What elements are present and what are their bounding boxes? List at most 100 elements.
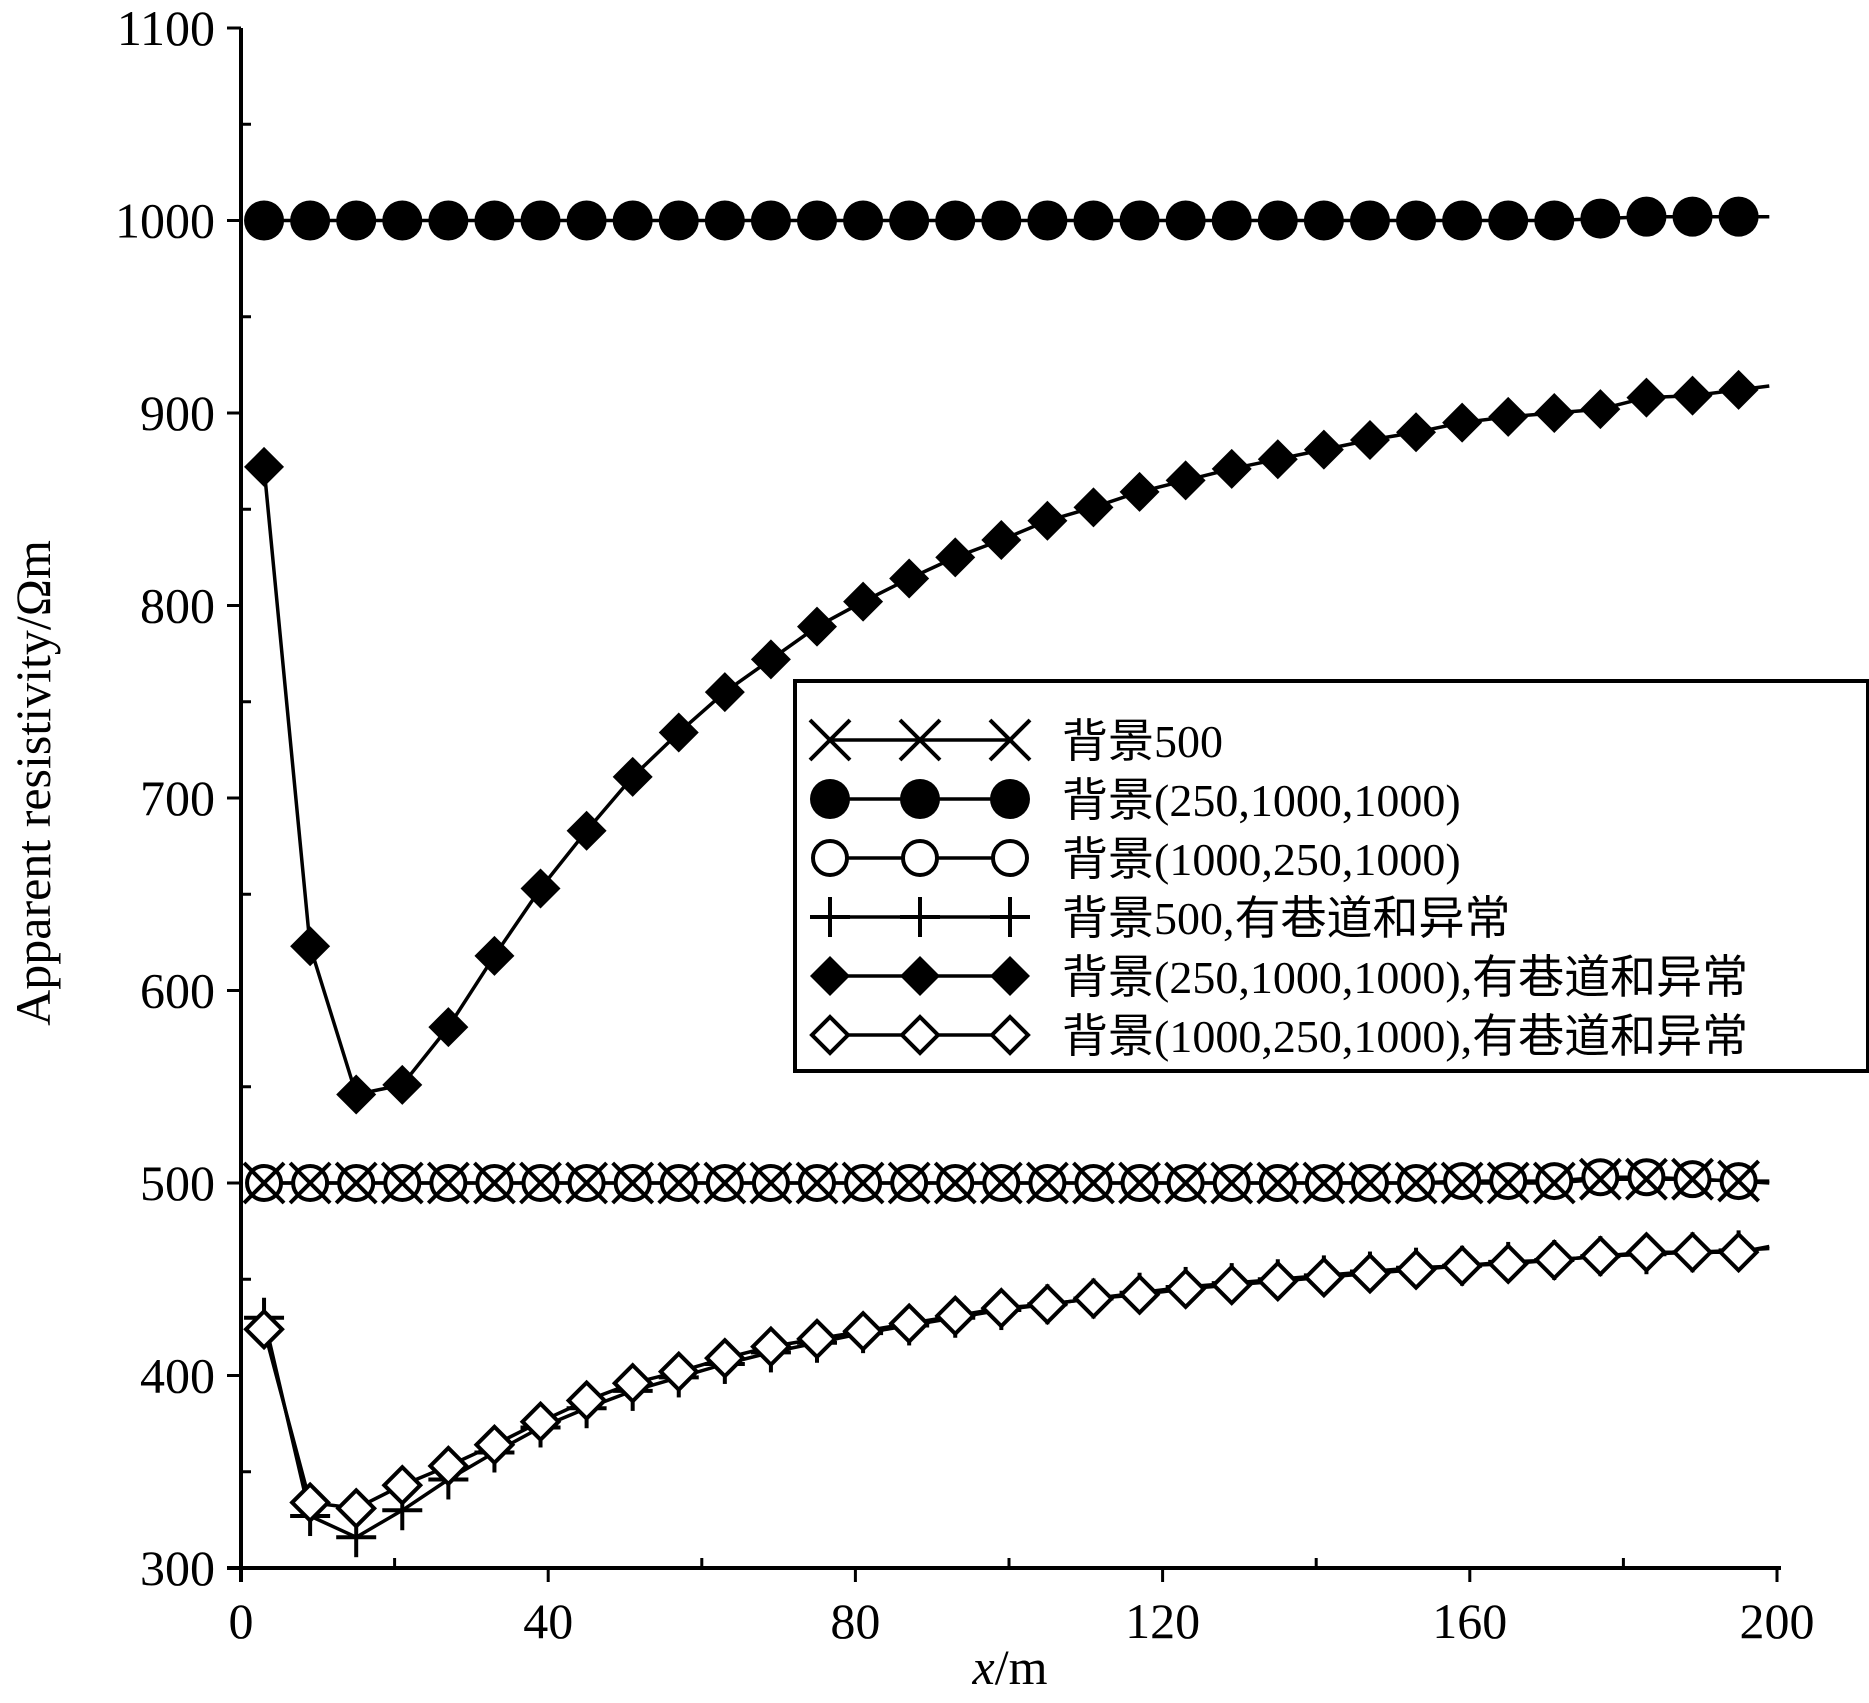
data-point-marker	[1026, 1283, 1069, 1326]
legend-marker	[900, 956, 940, 996]
data-point-marker	[566, 200, 607, 241]
data-point-marker	[428, 1007, 469, 1048]
legend-marker	[810, 897, 850, 937]
data-point-marker	[1625, 1157, 1668, 1201]
data-point-marker	[1717, 1231, 1760, 1274]
legend-marker	[989, 1014, 1031, 1056]
data-point-marker	[841, 1161, 885, 1205]
legend-marker	[899, 1014, 941, 1056]
data-point-marker	[519, 1161, 562, 1205]
data-point-marker	[1579, 1235, 1622, 1277]
data-point-marker	[1671, 1231, 1714, 1274]
data-point-marker	[795, 1161, 839, 1205]
data-point-marker	[244, 446, 285, 487]
y-tick-label: 300	[140, 1540, 215, 1596]
data-point-marker	[334, 1161, 378, 1205]
data-point-marker	[1534, 200, 1575, 241]
data-point-marker	[612, 756, 653, 797]
series-markers	[244, 1230, 1759, 1558]
data-point-marker	[1072, 1161, 1115, 1205]
data-point-marker	[933, 1161, 977, 1205]
x-axis-label: x/m	[972, 1639, 1048, 1695]
data-point-marker	[243, 1308, 285, 1351]
data-point-marker	[1073, 200, 1114, 241]
data-point-marker	[797, 200, 837, 241]
legend-label: 背景(1000,250,1000)	[1062, 834, 1461, 885]
data-point-marker	[611, 1362, 654, 1405]
legend-label: 背景500,有巷道和异常	[1062, 893, 1511, 944]
data-point-marker	[658, 712, 699, 753]
data-point-marker	[1303, 200, 1344, 241]
data-point-marker	[612, 200, 653, 241]
data-point-marker	[1395, 1248, 1437, 1291]
data-point-marker	[1532, 1161, 1576, 1205]
data-point-marker	[1672, 196, 1713, 237]
y-tick-label: 1100	[117, 0, 215, 56]
data-point-marker	[1625, 1231, 1668, 1274]
data-point-marker	[1488, 200, 1529, 241]
series-markers	[244, 369, 1759, 1115]
legend-box	[793, 679, 1869, 1073]
legend-marker	[991, 839, 1029, 877]
data-point-marker	[382, 200, 423, 241]
data-point-marker	[889, 558, 930, 599]
series-line	[262, 384, 1770, 1097]
data-point-marker	[242, 1161, 286, 1205]
data-point-marker	[657, 1350, 700, 1393]
data-point-marker	[426, 1161, 470, 1205]
data-point-marker	[1440, 1161, 1484, 1205]
data-point-marker	[1717, 1159, 1761, 1203]
data-point-marker	[749, 1161, 793, 1205]
data-point-marker	[1442, 200, 1483, 241]
legend-marker	[901, 839, 939, 877]
legend-label: 背景(250,1000,1000)	[1062, 775, 1461, 826]
data-point-marker	[565, 1379, 608, 1422]
x-tick-label: 160	[1432, 1593, 1507, 1649]
data-point-marker	[981, 200, 1022, 241]
series-line	[262, 1244, 1770, 1511]
legend-label: 背景(250,1000,1000),有巷道和异常	[1062, 952, 1748, 1003]
data-point-marker	[1027, 200, 1068, 241]
series-layer	[242, 196, 1770, 1558]
data-point-marker	[288, 1161, 332, 1205]
data-point-marker	[1210, 1161, 1254, 1205]
y-tick-label: 700	[140, 770, 215, 826]
data-point-marker	[796, 1318, 838, 1360]
data-point-marker	[703, 1161, 747, 1205]
data-point-marker	[427, 1445, 470, 1487]
data-point-marker	[473, 1423, 516, 1466]
data-point-marker	[1211, 448, 1252, 489]
data-point-marker	[1626, 377, 1667, 418]
data-point-marker	[981, 520, 1022, 561]
data-point-marker	[336, 200, 377, 241]
data-point-marker	[935, 537, 976, 578]
data-point-marker	[382, 1064, 423, 1105]
tick-label-layer: 300 400 500 600 700 800 900 1000 1100 0 40 80 120 160…	[115, 0, 1815, 1649]
x-tick-label: 120	[1125, 1593, 1200, 1649]
legend-label: 背景500	[1062, 716, 1223, 767]
x-tick-label: 40	[523, 1593, 573, 1649]
data-point-marker	[1488, 396, 1529, 437]
data-point-marker	[336, 1074, 377, 1115]
y-tick-label: 400	[140, 1348, 215, 1404]
data-point-marker	[474, 200, 515, 241]
data-point-marker	[1533, 1239, 1576, 1281]
data-point-marker	[520, 868, 561, 909]
data-point-marker	[1164, 1268, 1207, 1310]
series-line	[264, 1177, 1770, 1185]
legend-marker	[898, 718, 942, 762]
x-axis-label-variable: x	[972, 1639, 995, 1695]
data-point-marker	[1165, 460, 1206, 501]
legend-marker	[990, 779, 1030, 819]
series-markers	[242, 1157, 1761, 1205]
series-markers	[244, 196, 1759, 241]
x-tick-label: 80	[830, 1593, 880, 1649]
data-point-marker	[1303, 429, 1344, 470]
legend-marker	[810, 956, 850, 996]
data-point-marker	[1578, 1157, 1622, 1201]
x-axis-label-unit: /m	[995, 1639, 1048, 1695]
legend-marker	[810, 779, 850, 819]
data-point-marker	[381, 1464, 424, 1507]
legend: 背景500 背景(250,1000,1000) 背景(1000,250,1000) 背…	[793, 679, 1869, 1073]
